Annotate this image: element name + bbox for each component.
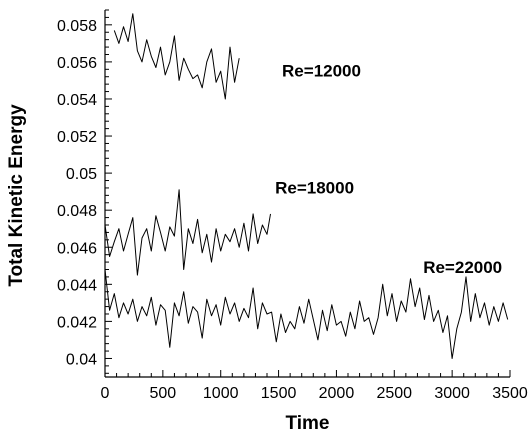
y-tick-label: 0.048 bbox=[57, 203, 97, 220]
y-tick-label: 0.05 bbox=[66, 166, 97, 183]
y-axis-title: Total Kinetic Energy bbox=[6, 104, 27, 287]
y-tick-label: 0.054 bbox=[57, 92, 97, 109]
y-tick-label: 0.046 bbox=[57, 240, 97, 257]
axes-layer bbox=[104, 10, 510, 378]
x-tick-label: 2000 bbox=[319, 385, 355, 402]
y-tick-label: 0.044 bbox=[57, 277, 97, 294]
x-tick-label: 0 bbox=[101, 385, 110, 402]
y-tick-label: 0.04 bbox=[66, 351, 97, 368]
annotation-label: Re=18000 bbox=[275, 179, 354, 198]
y-tick-label: 0.052 bbox=[57, 129, 97, 146]
x-tick-label: 3500 bbox=[492, 385, 528, 402]
series-line-1 bbox=[104, 189, 271, 276]
annotation-layer: Re=12000 Re=18000 Re=22000 bbox=[275, 62, 502, 277]
series-line-2 bbox=[104, 269, 509, 359]
ticks-layer bbox=[104, 9, 511, 377]
y-tick-label: 0.056 bbox=[57, 55, 97, 72]
x-tick-label: 500 bbox=[150, 385, 177, 402]
y-tick-label: 0.058 bbox=[57, 18, 97, 35]
annotation-label: Re=12000 bbox=[282, 62, 361, 81]
labels-layer: 0 500 1000 1500 2000 2500 3000 3500 0.04 0.042 0.0… bbox=[57, 18, 528, 402]
annotation-label: Re=22000 bbox=[423, 258, 502, 277]
x-tick-label: 3000 bbox=[434, 385, 470, 402]
series-line-0 bbox=[113, 13, 240, 100]
y-tick-label: 0.042 bbox=[57, 314, 97, 331]
x-axis-title: Time bbox=[285, 413, 329, 434]
x-tick-label: 2500 bbox=[376, 385, 412, 402]
series-layer bbox=[104, 13, 509, 359]
x-tick-label: 1500 bbox=[261, 385, 297, 402]
x-tick-label: 1000 bbox=[203, 385, 239, 402]
